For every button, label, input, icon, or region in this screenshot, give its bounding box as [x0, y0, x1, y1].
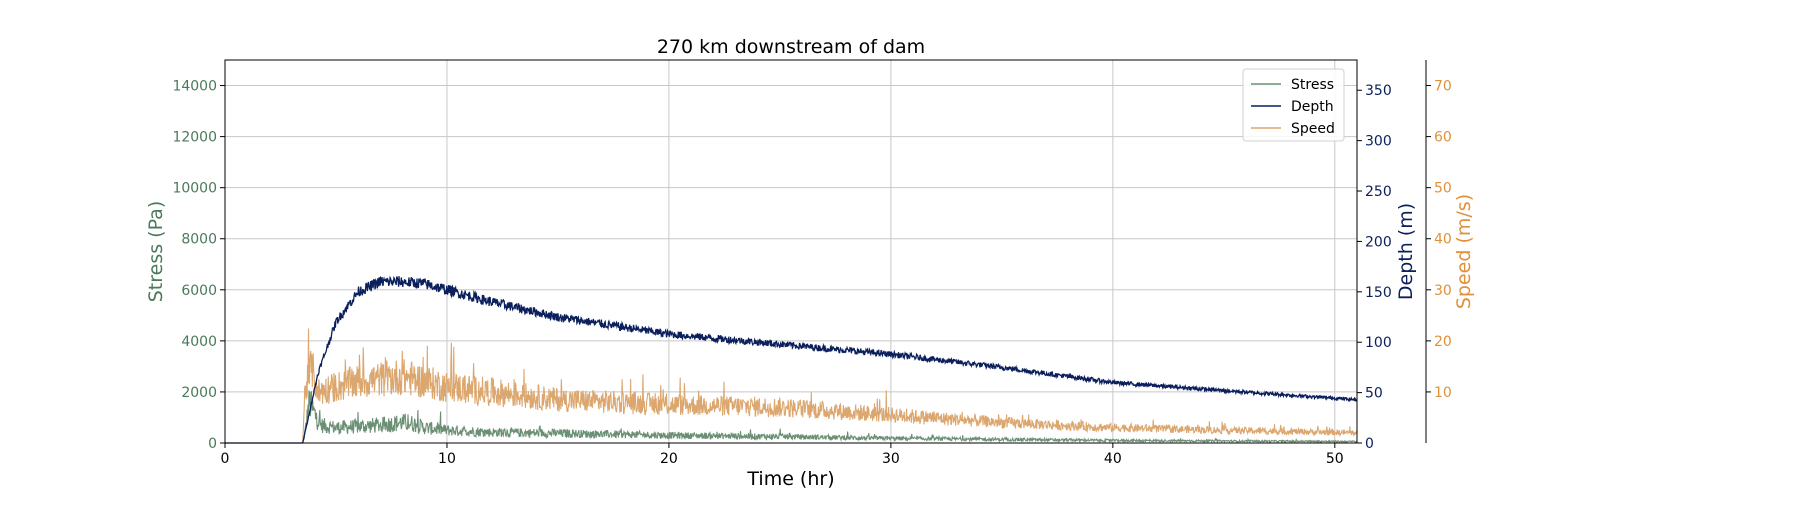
stress-axis-label: Stress (Pa)	[145, 201, 167, 303]
depth-tick-label: 150	[1365, 285, 1392, 301]
speed-tick-label: 40	[1434, 232, 1452, 248]
speed-series-line	[225, 328, 1358, 444]
speed-tick-label: 50	[1434, 181, 1452, 197]
stress-series-line	[225, 390, 1358, 444]
legend-entry: Speed	[1291, 121, 1335, 137]
legend: Stress Depth Speed	[1242, 68, 1345, 142]
speed-axis-label: Speed (m/s)	[1453, 194, 1475, 309]
x-tick-label: 50	[1326, 451, 1344, 467]
depth-tick-label: 350	[1365, 83, 1392, 99]
depth-tick-label: 100	[1365, 335, 1392, 351]
speed-tick-label: 30	[1434, 283, 1452, 299]
stress-tick-label: 0	[208, 436, 217, 452]
stress-tick-label: 4000	[181, 334, 217, 350]
depth-series-line	[225, 275, 1358, 444]
plot-frame	[224, 59, 1358, 444]
legend-entry: Depth	[1291, 99, 1334, 115]
x-tick-label: 0	[221, 451, 230, 467]
x-tick-label: 10	[438, 451, 456, 467]
x-tick-label: 20	[660, 451, 678, 467]
depth-tick-label: 0	[1365, 436, 1374, 452]
chart-title: 270 km downstream of dam	[657, 36, 925, 58]
depth-tick-label: 300	[1365, 134, 1392, 150]
x-tick-label: 40	[1104, 451, 1122, 467]
speed-tick-label: 70	[1434, 79, 1452, 95]
grid	[224, 60, 1357, 444]
stress-tick-label: 14000	[172, 79, 217, 95]
legend-box	[1242, 68, 1345, 142]
stress-tick-label: 2000	[181, 385, 217, 401]
stress-tick-label: 6000	[181, 283, 217, 299]
stress-tick-label: 8000	[181, 232, 217, 248]
speed-tick-label: 20	[1434, 334, 1452, 350]
x-axis-label: Time (hr)	[746, 468, 834, 490]
stress-tick-label: 12000	[172, 130, 217, 146]
legend-entry: Stress	[1291, 77, 1334, 93]
x-tick-label: 30	[882, 451, 900, 467]
stress-tick-label: 10000	[172, 181, 217, 197]
speed-tick-label: 10	[1434, 385, 1452, 401]
depth-tick-label: 200	[1365, 234, 1392, 250]
axes: 0 10 20 30 40 5002000400060008000100001200014…	[172, 60, 1452, 467]
series-lines	[225, 275, 1358, 444]
depth-tick-label: 250	[1365, 184, 1392, 200]
depth-axis-label: Depth (m)	[1395, 203, 1417, 300]
speed-tick-label: 60	[1434, 130, 1452, 146]
depth-tick-label: 50	[1365, 386, 1383, 402]
